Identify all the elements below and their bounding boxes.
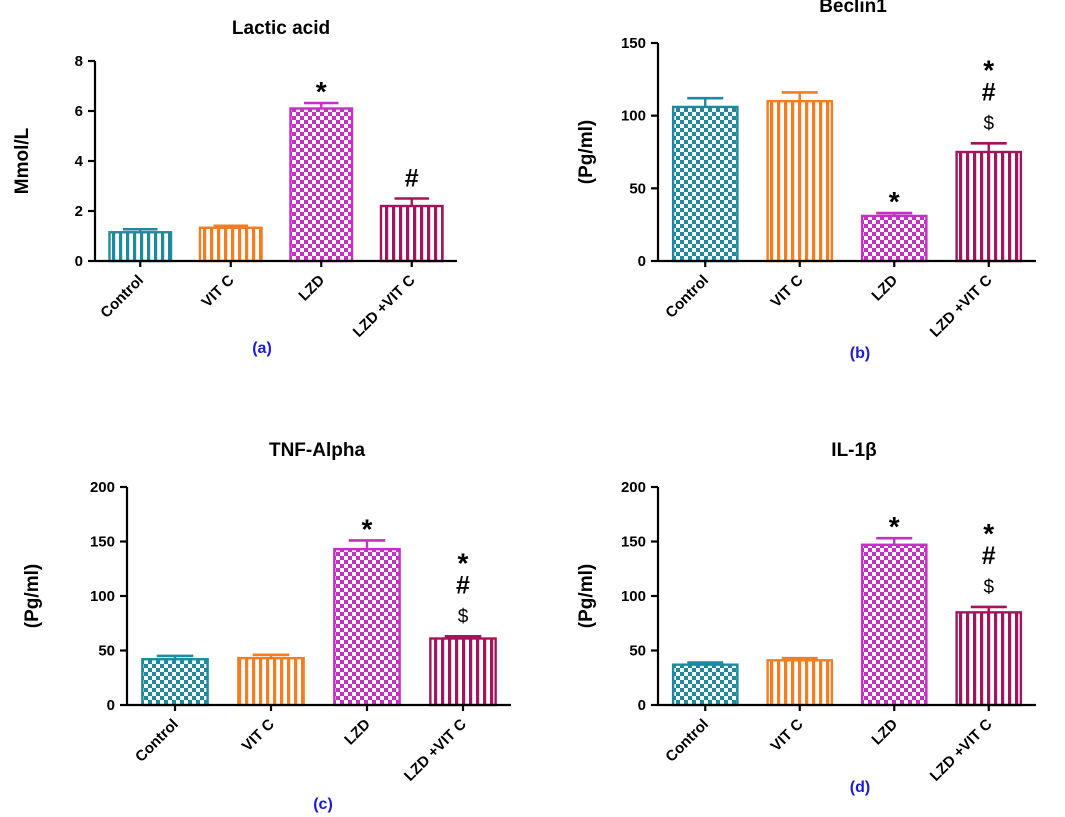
significance-mark: $ [983, 577, 994, 598]
x-tick-label: LZD +VIT C [350, 272, 419, 341]
x-tick-label: LZD [295, 272, 328, 305]
chart-title: Beclin1 [819, 0, 887, 17]
x-tick-label: LZD [868, 716, 901, 749]
x-tick-label: VIT C [767, 272, 806, 311]
significance-mark: # [982, 78, 996, 106]
y-tick-label: 100 [621, 108, 646, 125]
y-tick-label: 6 [75, 103, 83, 120]
significance-mark: $ [983, 113, 994, 134]
chart-title: TNF-Alpha [269, 440, 365, 461]
chart-panel-c: TNF-Alpha(Pg/ml)Control VIT C*LZD*#$LZD +… [22, 440, 511, 813]
x-tick-label: LZD +VIT C [401, 716, 470, 785]
y-axis-label: (Pg/ml) [576, 564, 597, 628]
y-tick-label: 200 [90, 479, 115, 496]
y-tick-label: 0 [638, 253, 646, 270]
bar-lzd [860, 214, 928, 263]
x-tick-label: VIT C [767, 716, 806, 755]
bar-lzd-vit-c [429, 637, 497, 707]
significance-mark: $ [458, 606, 469, 627]
chart-panel-d: IL-1β(Pg/ml)Control VIT C*LZD*#$LZD +VIT … [576, 440, 1036, 796]
y-tick-label: 200 [621, 479, 646, 496]
significance-mark: * [889, 186, 900, 217]
significance-mark: * [983, 54, 994, 85]
x-tick-label: LZD [868, 272, 901, 305]
x-tick-label: Control [97, 272, 147, 322]
significance-mark: * [983, 518, 994, 549]
chart-panel-b: Beclin1(Pg/ml)Control VIT C*LZD*#$LZD +VI… [576, 0, 1036, 362]
y-tick-label: 8 [75, 53, 83, 70]
y-tick-label: 0 [75, 253, 83, 270]
bar-control [141, 658, 209, 707]
y-tick-label: 150 [90, 534, 115, 551]
panel-label: (c) [313, 796, 333, 813]
y-tick-label: 50 [629, 180, 646, 197]
y-axis-label: (Pg/ml) [576, 120, 597, 184]
bar-lzd-vit-c [955, 150, 1023, 263]
bar-lzd [289, 107, 354, 263]
bar-lzd [333, 547, 401, 707]
bar-lzd-vit-c [955, 611, 1023, 707]
chart-panel-a: Lactic acid Mmol/L Control VIT C * LZD # LZD +V… [12, 18, 457, 357]
y-tick-label: 150 [621, 534, 646, 551]
x-tick-label: Control [662, 716, 712, 766]
y-tick-label: 150 [621, 35, 646, 52]
significance-mark: # [982, 542, 996, 570]
x-tick-label: LZD +VIT C [927, 716, 996, 785]
y-tick-label: 100 [621, 588, 646, 605]
chart-title: IL-1β [831, 440, 876, 461]
x-tick-label: Control [662, 272, 712, 322]
panel-label: (b) [850, 345, 870, 362]
chart-title: Lactic acid [232, 18, 330, 39]
significance-mark: * [362, 513, 373, 544]
y-tick-label: 0 [638, 697, 646, 714]
y-tick-label: 2 [75, 203, 83, 220]
bar-vit-c [237, 656, 305, 707]
significance-mark: * [316, 76, 327, 107]
significance-mark: * [458, 547, 469, 578]
bar-control [671, 663, 739, 707]
y-tick-label: 100 [90, 588, 115, 605]
bar-vit-c [766, 99, 834, 263]
bar-lzd [860, 543, 928, 707]
significance-mark: # [405, 165, 419, 193]
y-tick-label: 50 [629, 643, 646, 660]
y-axis-label: Mmol/L [12, 127, 33, 194]
panel-label: (d) [850, 779, 870, 796]
bar-control [671, 105, 739, 263]
x-tick-label: VIT C [198, 272, 237, 311]
significance-mark: * [889, 511, 900, 542]
x-tick-label: LZD [341, 716, 374, 749]
x-tick-label: LZD +VIT C [927, 272, 996, 341]
bar-vit-c [766, 659, 834, 707]
x-tick-label: VIT C [239, 716, 278, 755]
bar-control [108, 231, 173, 263]
y-axis-label: (Pg/ml) [22, 564, 43, 628]
x-tick-label: Control [132, 716, 182, 766]
y-tick-label: 4 [75, 153, 84, 170]
y-tick-label: 0 [107, 697, 115, 714]
significance-mark: # [456, 571, 470, 599]
y-tick-label: 50 [98, 643, 115, 660]
bar-vit-c [198, 226, 263, 263]
panel-label: (a) [252, 340, 272, 357]
bar-lzd-vit-c [379, 204, 444, 263]
